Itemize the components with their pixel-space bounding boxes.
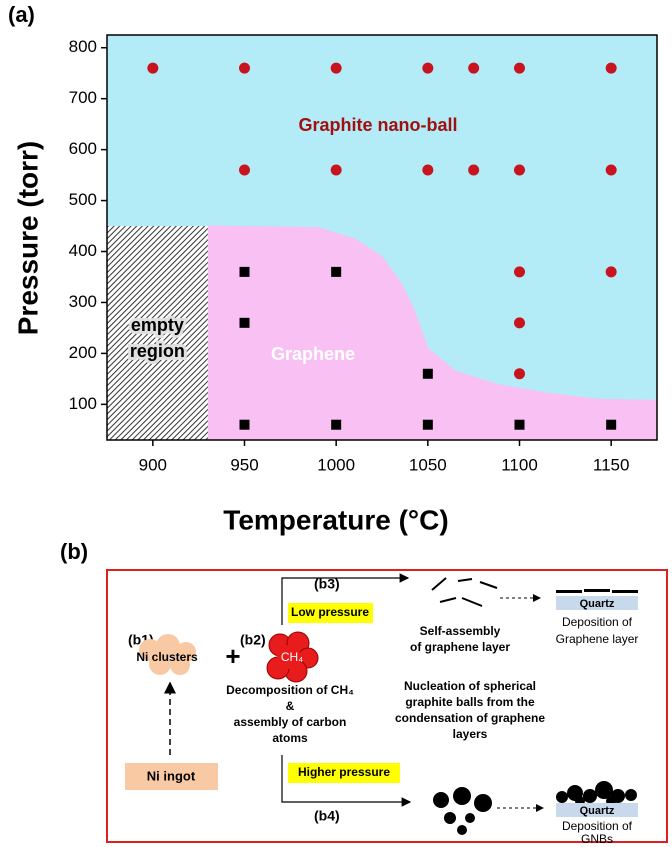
plot-area: empty region Graphite nano-ball Graphene 900…	[69, 34, 658, 474]
quartz-substrate	[556, 596, 638, 610]
arrow	[281, 573, 410, 625]
marker	[330, 62, 342, 74]
plus-sign: +	[225, 641, 240, 671]
y-axis-title: Pressure (torr)	[12, 141, 43, 336]
graphite-balls	[433, 787, 492, 835]
result-text: Deposition of	[562, 819, 633, 833]
methane-cloud	[266, 631, 319, 683]
marker	[330, 164, 342, 176]
substrate-label: Quartz	[580, 598, 615, 610]
y-tick-label: 300	[69, 292, 97, 311]
result-text: GNBs	[581, 832, 613, 846]
marker	[147, 62, 159, 74]
marker	[514, 164, 525, 176]
region-label: region	[130, 341, 185, 361]
arrow	[281, 755, 412, 807]
y-tick-label: 100	[69, 394, 97, 413]
y-tick-label: 200	[69, 343, 97, 362]
ni-cluster-cloud	[139, 634, 196, 675]
y-tick-label: 400	[69, 241, 97, 260]
x-tick-label: 1050	[409, 455, 447, 474]
region-label: Graphene	[271, 344, 355, 364]
condition-box	[288, 763, 400, 783]
x-axis-title: Temperature (°C)	[223, 504, 448, 535]
empty-region	[107, 226, 208, 440]
substrate-label: Quartz	[580, 805, 615, 817]
marker	[239, 317, 250, 328]
x-tick-label: 1100	[501, 455, 538, 474]
marker	[514, 317, 525, 329]
marker	[514, 419, 525, 430]
x-tick-label: 900	[139, 455, 167, 474]
x-tick-label: 950	[230, 455, 258, 474]
condition-text: Low pressure	[291, 605, 369, 619]
b2-text: Decomposition of CH₄	[226, 683, 354, 697]
marker	[239, 266, 250, 277]
marker	[514, 266, 525, 278]
step-label: (b4)	[314, 808, 340, 824]
diagram-frame	[106, 569, 668, 843]
result-text: Deposition of	[562, 615, 633, 629]
marker	[239, 62, 250, 74]
marker	[422, 62, 434, 74]
plot-frame	[106, 34, 658, 441]
process-text: condensation of graphene	[395, 711, 545, 725]
marker	[514, 62, 525, 74]
condition-text: Higher pressure	[298, 765, 390, 779]
deposited-balls	[556, 781, 637, 806]
diagram: (b) (b1) Ni clusters + (b2) CH₄ Decompos…	[60, 539, 668, 846]
process-text: graphite balls from the	[405, 695, 535, 709]
result-text: Graphene layer	[556, 632, 639, 646]
marker	[422, 419, 433, 430]
condition-box	[288, 603, 373, 623]
ni-clusters-text: Ni clusters	[136, 650, 198, 664]
x-tick-label: 1150	[593, 455, 630, 474]
y-tick-label: 700	[69, 88, 97, 107]
process-text: Self-assembly	[420, 624, 501, 638]
marker	[605, 62, 617, 74]
quartz-substrate	[556, 803, 638, 817]
marker	[468, 164, 480, 176]
y-tick-label: 500	[69, 190, 97, 209]
process-text: of graphene layer	[410, 640, 510, 654]
process-text: Nucleation of spherical	[404, 679, 536, 693]
marker	[331, 419, 342, 430]
region-label: Graphite nano-ball	[298, 115, 457, 135]
process-text: layers	[453, 727, 488, 741]
marker	[422, 368, 433, 379]
graphene-layer	[556, 589, 638, 593]
graphene-flakes	[431, 577, 498, 607]
b2-text: atoms	[272, 731, 308, 745]
phase-boundary	[207, 225, 658, 401]
marker	[606, 419, 617, 430]
marker	[239, 419, 250, 430]
b2-text: &	[286, 699, 295, 713]
step-label: (b2)	[240, 632, 266, 648]
y-tick-label: 800	[69, 37, 97, 56]
marker	[331, 266, 342, 277]
x-tick-label: 1000	[317, 455, 355, 474]
step-label: (b3)	[314, 576, 340, 592]
region-label: empty	[131, 315, 184, 335]
panel-label: (a)	[8, 2, 35, 27]
methane-label: CH₄	[281, 650, 303, 664]
marker	[514, 368, 525, 380]
b2-text: assembly of carbon	[234, 715, 347, 729]
panel-label: (b)	[60, 539, 88, 564]
marker	[468, 62, 480, 74]
marker	[239, 164, 250, 176]
marker	[605, 164, 617, 176]
graphene-region-fill	[207, 226, 658, 440]
y-tick-label: 600	[69, 139, 97, 158]
ni-ingot-text: Ni ingot	[147, 768, 196, 783]
marker	[605, 266, 617, 278]
marker	[422, 164, 434, 176]
ni-ingot-box	[125, 763, 218, 790]
